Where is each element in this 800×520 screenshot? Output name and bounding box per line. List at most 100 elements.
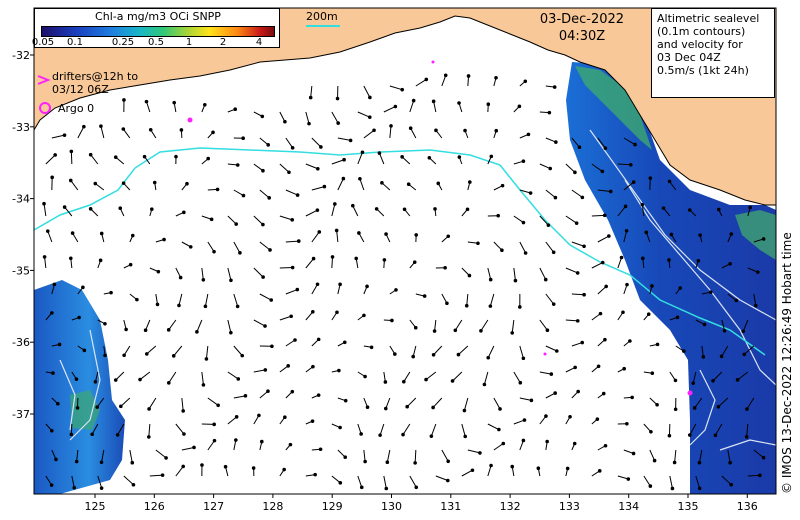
velocity-arrow-head bbox=[241, 136, 245, 141]
velocity-arrow-head bbox=[405, 404, 409, 409]
argo-legend: Argo 0 bbox=[58, 102, 95, 115]
velocity-arrow-head bbox=[600, 260, 605, 265]
colorbar-gradient bbox=[41, 26, 275, 37]
velocity-arrow-head bbox=[99, 124, 103, 129]
velocity-arrow bbox=[233, 395, 246, 399]
velocity-arrow-head bbox=[45, 229, 50, 233]
velocity-arrow bbox=[452, 371, 463, 382]
velocity-arrow bbox=[545, 241, 555, 253]
velocity-arrow bbox=[591, 262, 603, 269]
velocity-arrow bbox=[168, 371, 177, 384]
velocity-arrow bbox=[253, 369, 266, 373]
velocity-arrow-head bbox=[70, 231, 75, 235]
velocity-arrow bbox=[433, 345, 443, 356]
velocity-arrow-head bbox=[229, 278, 233, 283]
x-tick-label: 131 bbox=[440, 500, 461, 513]
velocity-arrow bbox=[571, 137, 580, 148]
velocity-arrow-head bbox=[652, 458, 657, 463]
velocity-arrow-head bbox=[433, 207, 437, 211]
velocity-arrow-head bbox=[342, 157, 346, 162]
colorbar-tick: 0.1 bbox=[67, 37, 83, 48]
plot-border bbox=[33, 7, 777, 495]
x-tick-label: 130 bbox=[381, 500, 402, 513]
velocity-arrow-head bbox=[130, 233, 135, 238]
velocity-arrow-head bbox=[402, 207, 407, 212]
velocity-arrow-head bbox=[411, 354, 416, 359]
velocity-arrow bbox=[545, 137, 557, 143]
velocity-arrow-head bbox=[319, 145, 323, 149]
y-tick-label: -36 bbox=[12, 336, 30, 349]
velocity-arrow-head bbox=[650, 284, 654, 288]
velocity-arrow bbox=[511, 319, 515, 333]
velocity-arrow-head bbox=[691, 381, 696, 385]
velocity-arrow-head bbox=[348, 138, 353, 143]
velocity-arrow-head bbox=[462, 408, 467, 413]
y-tick-label: -33 bbox=[12, 121, 30, 134]
velocity-arrow-head bbox=[69, 432, 74, 437]
velocity-arrow-head bbox=[432, 329, 437, 333]
drifter-legend-arrow-icon bbox=[37, 75, 51, 85]
velocity-arrow-head bbox=[575, 271, 580, 275]
velocity-arrow-head bbox=[365, 405, 370, 409]
velocity-arrow-head bbox=[497, 427, 501, 432]
velocity-arrow bbox=[311, 283, 318, 295]
velocity-arrow-head bbox=[377, 151, 382, 155]
velocity-arrow-head bbox=[513, 278, 518, 283]
velocity-arrow-head bbox=[572, 441, 577, 446]
velocity-arrow-head bbox=[510, 464, 515, 469]
velocity-arrow-head bbox=[270, 344, 274, 349]
colorbar-tick: 0.25 bbox=[111, 37, 135, 48]
velocity-arrow bbox=[493, 443, 504, 451]
velocity-arrow-head bbox=[628, 162, 633, 167]
velocity-arrow-head bbox=[600, 169, 605, 174]
velocity-arrow bbox=[467, 449, 481, 454]
velocity-arrow-head bbox=[734, 298, 739, 303]
velocity-arrow-head bbox=[93, 181, 98, 186]
velocity-arrow-head bbox=[75, 406, 80, 410]
velocity-arrow-head bbox=[574, 221, 579, 225]
velocity-arrow bbox=[513, 267, 516, 281]
velocity-arrow-head bbox=[53, 153, 57, 157]
velocity-arrow-head bbox=[243, 394, 248, 398]
velocity-arrow-head bbox=[341, 176, 346, 181]
velocity-arrow-head bbox=[365, 284, 369, 289]
velocity-arrow-head bbox=[465, 207, 470, 212]
velocity-arrow-head bbox=[74, 459, 79, 464]
x-tick-label: 136 bbox=[737, 500, 758, 513]
velocity-arrow-head bbox=[52, 282, 57, 287]
velocity-arrow-head bbox=[555, 349, 559, 353]
info-line: 03 Dec 04Z bbox=[657, 51, 721, 64]
colorbar-tick: 4 bbox=[255, 37, 263, 48]
velocity-arrow-head bbox=[283, 119, 287, 124]
velocity-arrow-head bbox=[49, 483, 54, 487]
velocity-arrow-head bbox=[200, 463, 204, 467]
velocity-arrow bbox=[201, 267, 204, 280]
velocity-arrow-head bbox=[201, 278, 206, 282]
velocity-arrow-head bbox=[192, 445, 196, 450]
velocity-arrow-head bbox=[124, 327, 128, 332]
velocity-arrow-head bbox=[142, 154, 147, 159]
velocity-arrow-head bbox=[334, 228, 339, 233]
velocity-arrow-head bbox=[261, 222, 265, 227]
velocity-arrow-head bbox=[172, 100, 177, 105]
velocity-arrow-head bbox=[401, 379, 406, 384]
velocity-arrow-head bbox=[427, 155, 432, 160]
velocity-arrow-head bbox=[728, 262, 732, 266]
velocity-arrow-head bbox=[234, 438, 238, 442]
velocity-arrow-head bbox=[735, 378, 740, 382]
velocity-arrow-head bbox=[453, 328, 458, 333]
velocity-arrow-head bbox=[667, 258, 671, 262]
velocity-arrow-head bbox=[463, 434, 468, 439]
velocity-arrow-head bbox=[135, 297, 139, 302]
velocity-arrow-head bbox=[500, 183, 505, 188]
velocity-arrow bbox=[97, 475, 103, 489]
velocity-arrow bbox=[597, 189, 611, 192]
velocity-arrow bbox=[487, 423, 500, 430]
velocity-arrow bbox=[487, 267, 492, 280]
velocity-arrow-head bbox=[62, 205, 67, 209]
velocity-arrow-head bbox=[293, 338, 297, 342]
velocity-arrow-head bbox=[716, 404, 721, 409]
velocity-arrow-head bbox=[269, 298, 274, 302]
chlorophyll-coastal-green-east-2 bbox=[735, 210, 776, 260]
velocity-arrow bbox=[698, 449, 703, 463]
